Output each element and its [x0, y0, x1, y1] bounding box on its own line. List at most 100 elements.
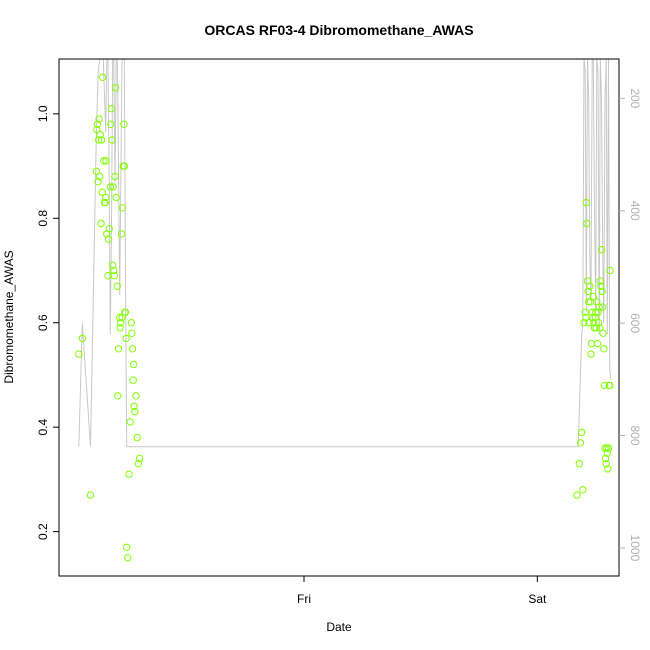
data-point	[93, 125, 101, 134]
data-point	[587, 350, 595, 358]
y-tick-label: 0.2	[36, 523, 50, 540]
data-point	[98, 188, 106, 196]
x-tick-label: Sat	[528, 592, 547, 606]
data-point	[573, 491, 581, 499]
data-point	[597, 282, 605, 290]
data-point	[109, 261, 117, 269]
data-point	[130, 360, 138, 369]
y-tick-label: 0.4	[36, 419, 50, 436]
data-point	[111, 172, 119, 181]
data-point	[575, 460, 583, 468]
data-point	[593, 339, 602, 348]
data-point	[582, 313, 590, 322]
x-axis-label: Date	[326, 620, 352, 634]
data-point	[599, 329, 607, 337]
y2-tick-label: 800	[628, 425, 642, 445]
data-point	[109, 183, 117, 191]
data-point	[583, 219, 591, 228]
data-point	[96, 131, 105, 139]
data-point	[117, 230, 126, 238]
data-point	[580, 319, 588, 327]
data-point	[110, 272, 119, 280]
data-point	[95, 136, 103, 144]
data-point	[131, 407, 139, 416]
data-point	[576, 439, 585, 447]
data-point	[587, 339, 596, 348]
chart-title: ORCAS RF03-4 Dibromomethane_AWAS	[204, 22, 473, 38]
data-point	[585, 319, 593, 327]
data-point	[117, 319, 125, 327]
data-point	[98, 73, 107, 82]
data-point	[596, 277, 604, 285]
data-point	[92, 167, 101, 176]
data-point	[102, 157, 110, 165]
data-point	[604, 465, 612, 473]
data-point	[589, 292, 597, 301]
y2-tick-label: 600	[628, 313, 642, 333]
y-tick-label: 1.0	[36, 105, 50, 122]
plot-box	[58, 58, 620, 577]
data-point	[595, 303, 603, 311]
data-point	[120, 162, 129, 170]
data-point	[135, 454, 144, 463]
data-point	[600, 345, 608, 353]
data-point	[122, 334, 130, 343]
data-point	[596, 324, 604, 332]
data-point	[114, 392, 122, 400]
data-point	[599, 303, 607, 311]
data-point	[95, 115, 103, 123]
data-point	[121, 308, 130, 316]
data-point	[108, 136, 116, 144]
data-point	[598, 287, 606, 296]
data-point	[128, 345, 137, 353]
data-point	[606, 381, 614, 390]
data-point	[125, 470, 133, 478]
data-point	[97, 219, 105, 228]
data-point	[101, 198, 109, 207]
data-point	[123, 543, 131, 551]
data-points-group	[75, 73, 614, 562]
data-point	[602, 460, 610, 468]
data-point	[75, 350, 83, 358]
data-point	[130, 402, 138, 410]
data-point	[102, 193, 110, 202]
data-point	[592, 308, 600, 316]
y-tick-label: 0.6	[36, 314, 50, 331]
series-line	[78, 58, 612, 448]
y2-tick-label: 400	[628, 201, 642, 221]
data-point	[118, 204, 127, 212]
data-point	[116, 313, 124, 322]
data-point	[128, 329, 136, 337]
y2-tick-label: 200	[628, 88, 642, 108]
data-point	[581, 308, 589, 316]
data-point	[93, 120, 102, 129]
data-point	[96, 172, 104, 181]
data-point	[129, 376, 137, 384]
data-point	[111, 84, 120, 92]
data-point	[97, 136, 106, 144]
data-point	[104, 235, 113, 243]
data-point	[601, 454, 610, 463]
data-point	[126, 418, 134, 426]
data-point	[107, 120, 115, 129]
data-point	[132, 392, 140, 400]
data-point	[606, 266, 614, 275]
data-point	[594, 308, 602, 316]
data-point	[114, 345, 123, 353]
data-point	[127, 319, 136, 327]
data-point	[94, 178, 102, 186]
data-point	[112, 193, 120, 202]
data-point	[86, 491, 95, 499]
data-point	[603, 449, 611, 457]
data-point	[604, 444, 613, 452]
data-point	[597, 245, 606, 254]
data-point	[113, 282, 122, 290]
y-tick-label: 0.8	[36, 210, 50, 227]
x-tick-label: Fri	[297, 592, 311, 606]
data-point	[78, 334, 87, 343]
y-axis: 0.2 0.4 0.6 0.8 1.0	[36, 105, 59, 540]
data-point	[120, 120, 128, 129]
data-point	[110, 266, 118, 275]
data-point	[578, 428, 586, 437]
y2-tick-label: 1000	[628, 535, 642, 562]
